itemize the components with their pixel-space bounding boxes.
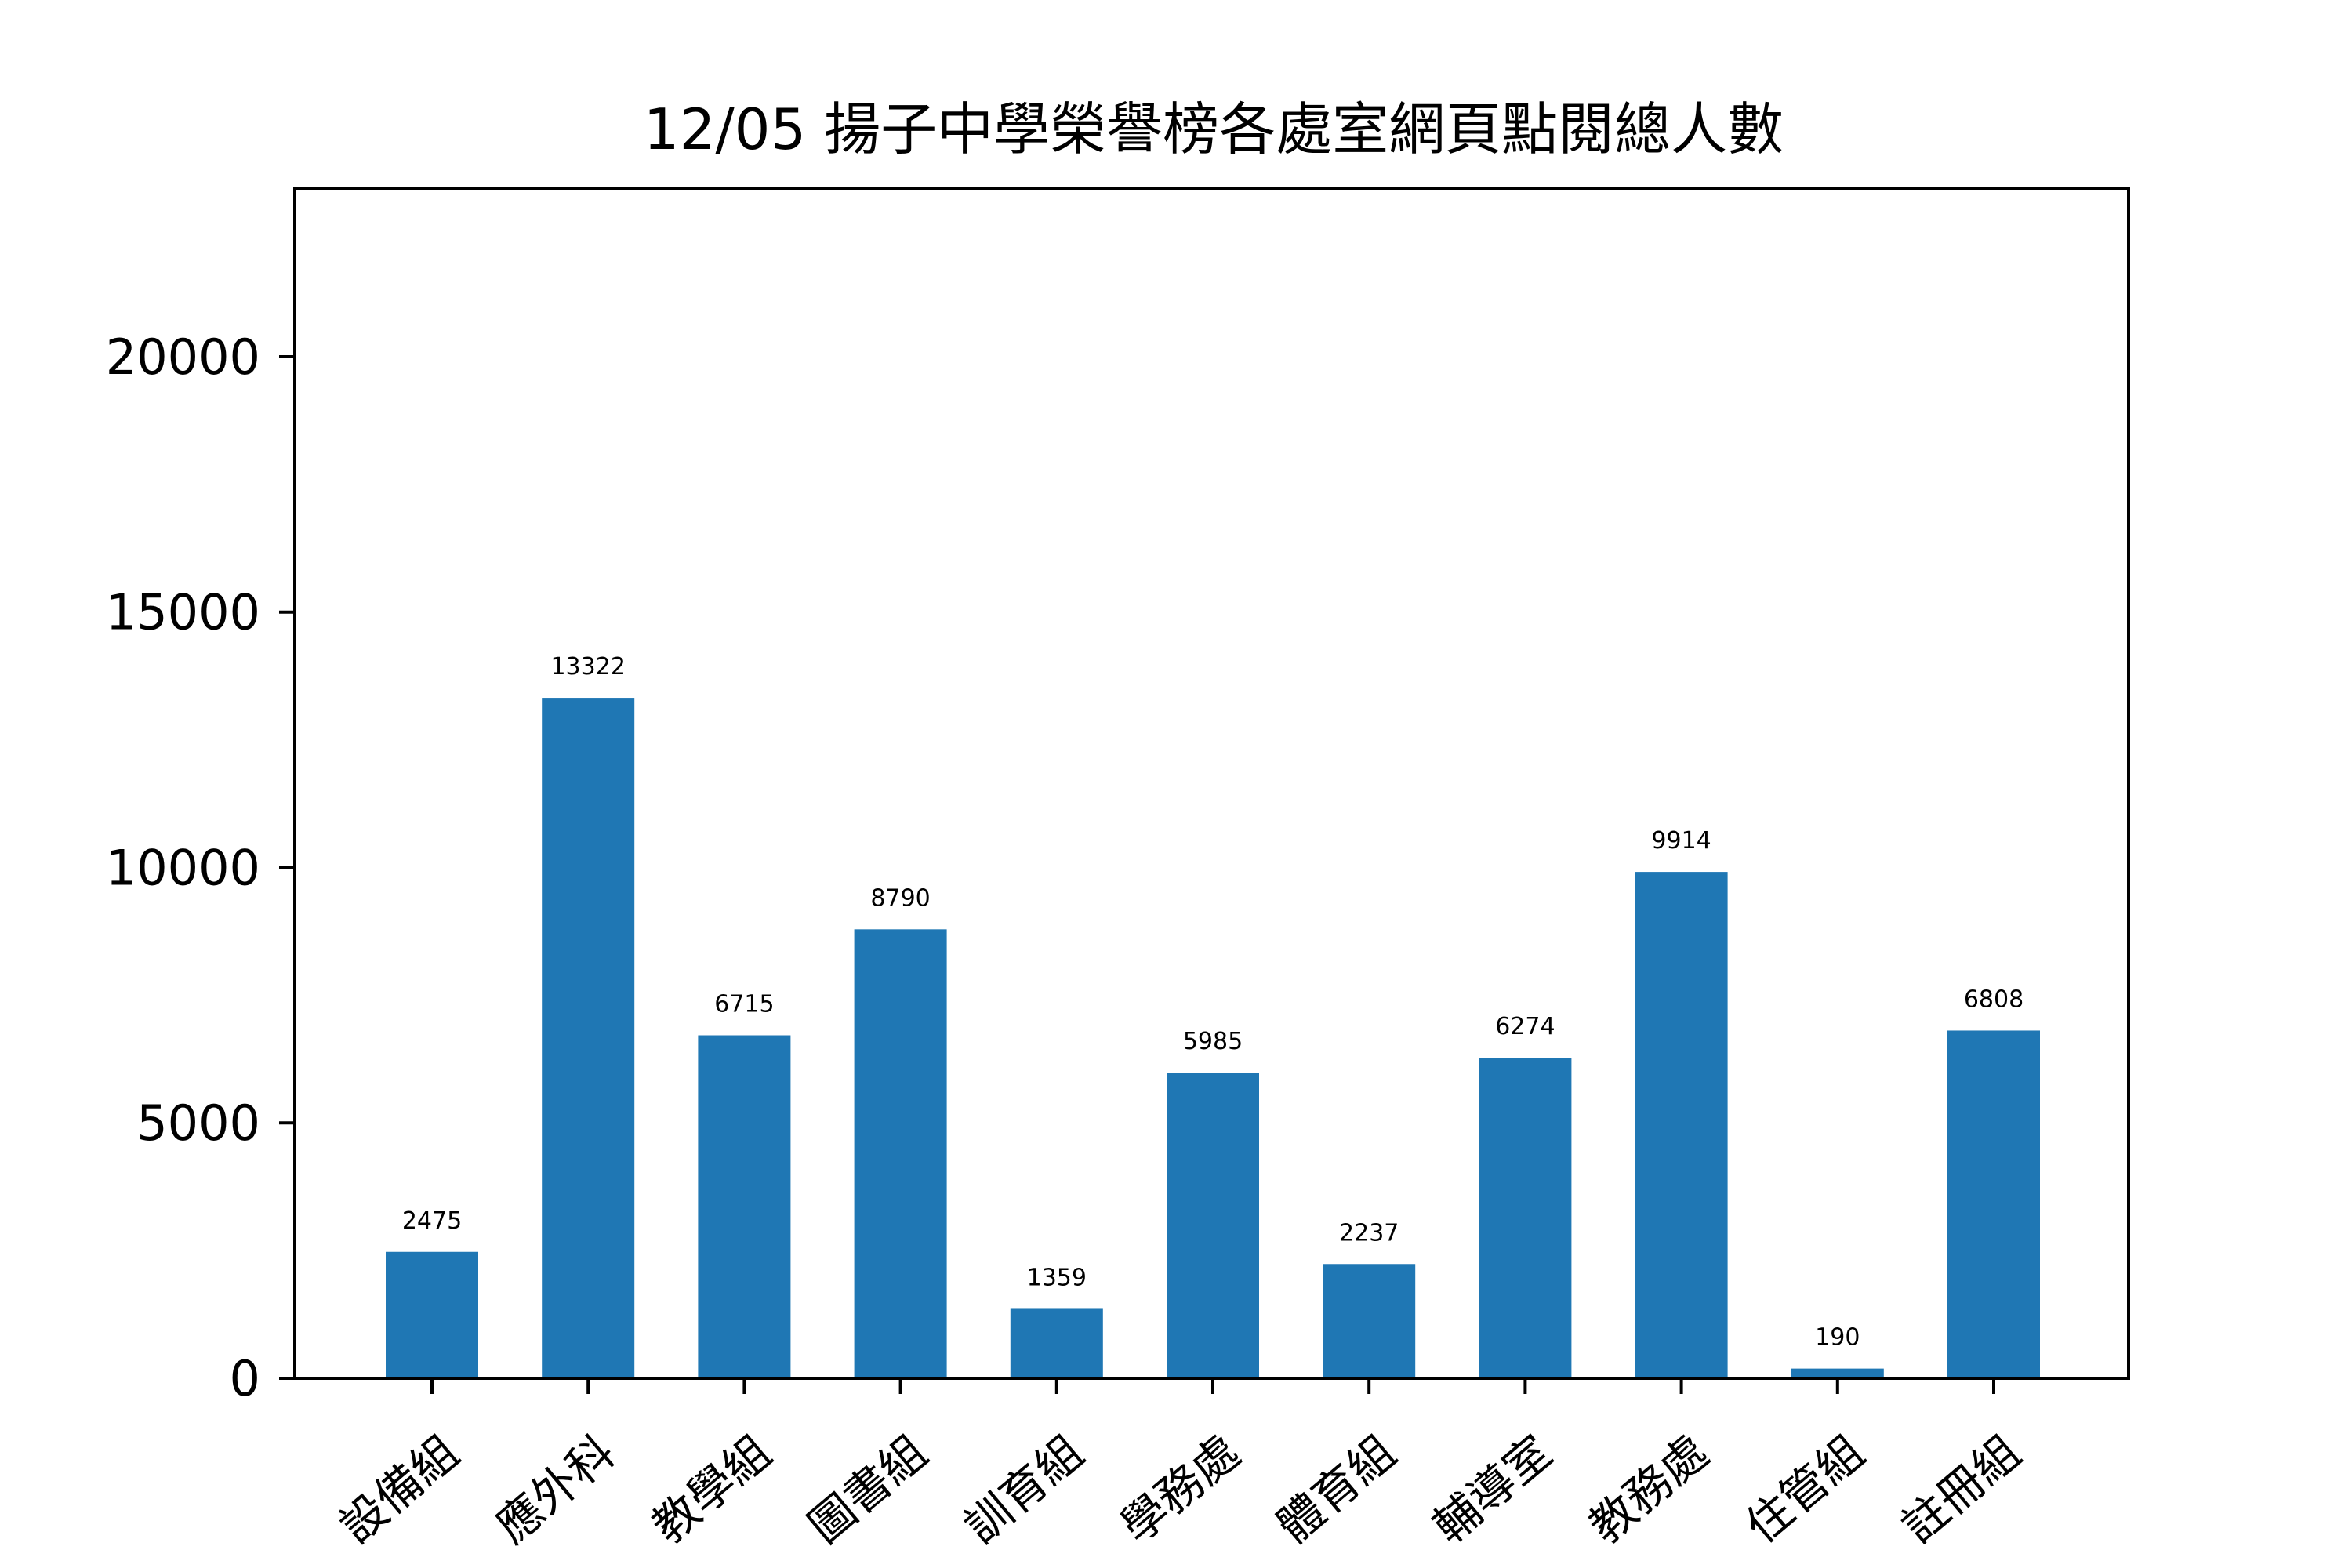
data-label: 9914 — [1651, 827, 1711, 855]
data-label: 2475 — [402, 1207, 462, 1235]
data-label: 6274 — [1495, 1013, 1555, 1040]
y-tick-label: 0 — [230, 1350, 260, 1407]
data-label: 13322 — [550, 653, 625, 681]
bar — [1323, 1264, 1416, 1378]
data-label: 6715 — [714, 991, 774, 1018]
data-label: 8790 — [870, 884, 930, 912]
x-tick-label: 應外科 — [486, 1425, 625, 1554]
x-axis: 設備組 應外科 教學組 圖書組 訓育組 學務處 體育組 輔導室 教務處 住管組 註冊組 — [330, 1378, 2031, 1554]
y-tick-label: 20000 — [106, 328, 260, 386]
data-label: 1359 — [1027, 1264, 1087, 1291]
x-tick-label: 住管組 — [1736, 1425, 1875, 1554]
data-labels-group: 2475 13322 6715 8790 1359 5985 2237 6274 9914 190… — [402, 653, 2024, 1352]
plot-frame — [293, 187, 2130, 1380]
bar — [386, 1251, 478, 1378]
data-label: 5985 — [1183, 1028, 1243, 1055]
bar — [542, 698, 635, 1378]
y-tick-label: 10000 — [106, 839, 260, 896]
x-tick-label: 設備組 — [330, 1425, 469, 1554]
x-tick-label: 體育組 — [1267, 1425, 1406, 1554]
bar — [1167, 1073, 1259, 1378]
x-tick-label: 教務處 — [1579, 1425, 1718, 1554]
bar — [1479, 1058, 1572, 1378]
y-tick-label: 5000 — [136, 1094, 260, 1152]
bar — [1947, 1030, 2040, 1378]
y-tick-label: 15000 — [106, 584, 260, 641]
bars-group — [386, 698, 2040, 1378]
bar — [1791, 1368, 1884, 1378]
chart-title: 12/05 揚子中學榮譽榜各處室網頁點閱總人數 — [644, 96, 1784, 162]
x-tick-label: 訓育組 — [955, 1425, 1094, 1554]
x-tick-label: 輔導室 — [1423, 1425, 1562, 1554]
x-tick-label: 註冊組 — [1892, 1425, 2031, 1554]
bar — [854, 929, 947, 1378]
y-axis: 0 5000 10000 15000 20000 — [106, 328, 295, 1407]
data-label: 6808 — [1964, 985, 2024, 1013]
data-label: 2237 — [1339, 1219, 1399, 1247]
x-tick-label: 學務處 — [1111, 1425, 1250, 1554]
data-label: 190 — [1815, 1324, 1860, 1352]
x-tick-label: 教學組 — [642, 1425, 781, 1554]
x-tick-label: 圖書組 — [798, 1425, 937, 1554]
bar — [698, 1035, 791, 1378]
bar — [1635, 872, 1728, 1378]
bar — [1010, 1308, 1103, 1378]
